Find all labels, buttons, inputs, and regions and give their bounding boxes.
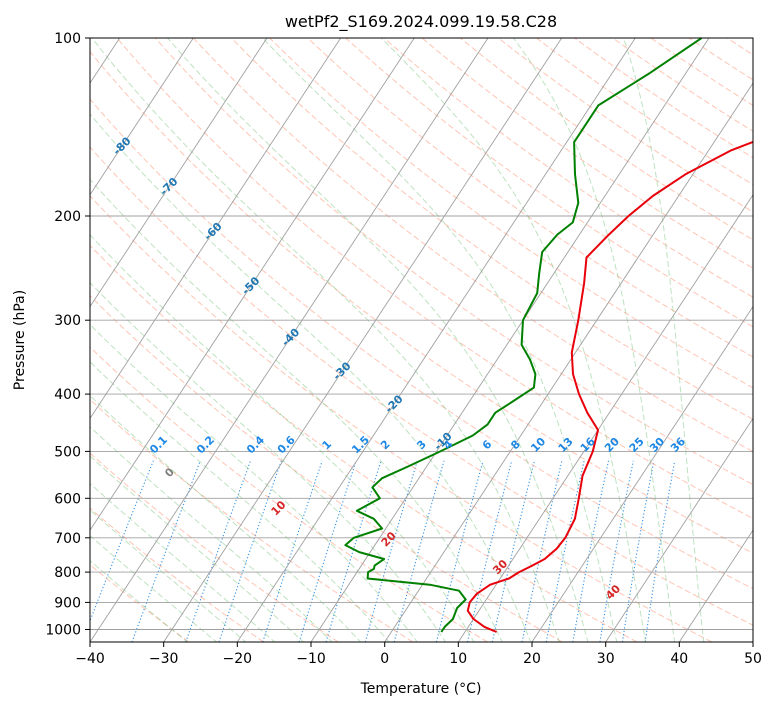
moist-adiabat-line: [90, 509, 247, 642]
moist-adiabat-line: [90, 534, 218, 642]
dry-adiabat-line: [383, 38, 753, 298]
mixing-ratio-line: [491, 460, 536, 642]
dry-adiabat-line: [90, 98, 753, 590]
x-tick-label: 0: [380, 651, 389, 667]
x-axis-label: Temperature (°C): [360, 681, 482, 697]
background-lines: [90, 38, 753, 642]
y-tick-label: 800: [54, 565, 81, 581]
moist-adiabat-line: [90, 426, 333, 642]
y-tick-label: 600: [54, 491, 81, 507]
isotherm-line: [163, 38, 563, 642]
isotherm-line: [457, 193, 753, 642]
isotherm-line: [236, 38, 636, 642]
isotherm-line: [310, 38, 710, 642]
mixing-ratio-line: [572, 460, 610, 642]
dry-adiabat-line: [90, 295, 563, 642]
x-tick-label: 40: [670, 651, 688, 667]
dry-adiabat-line: [345, 38, 753, 328]
x-tick-label: −20: [223, 651, 253, 667]
dry-adiabat-line: [536, 38, 753, 186]
x-tick-label: 50: [744, 651, 762, 667]
isotherm-line: [90, 38, 342, 420]
mixing-ratio-line: [521, 460, 563, 642]
mixing-ratio-line: [393, 460, 445, 642]
y-tick-label: 500: [54, 444, 81, 460]
y-tick-label: 400: [54, 387, 81, 403]
isotherm-line: [384, 82, 753, 642]
x-tick-label: −30: [149, 651, 179, 667]
dry-adiabat-line: [90, 50, 753, 554]
dry-adiabat-line: [574, 38, 753, 159]
moist-adiabat-line: [90, 178, 503, 642]
temperature-profile-line: [466, 140, 753, 633]
mixing-ratio-line: [262, 460, 323, 642]
dewpoint-profile-line: [344, 38, 703, 633]
mixing-ratio-line: [435, 460, 484, 642]
moist-adiabat-line: [90, 455, 305, 642]
y-tick-label: 300: [54, 313, 81, 329]
moist-adiabat-line: [512, 38, 676, 642]
y-axis-label: Pressure (hPa): [12, 290, 28, 390]
mixing-ratio-line: [218, 460, 282, 642]
isotherm-line: [531, 305, 753, 642]
dry-adiabat-line: [421, 38, 753, 269]
isotherm-line: [605, 417, 753, 642]
moist-adiabat-line: [166, 38, 589, 642]
isotherm-line: [678, 529, 753, 642]
x-tick-label: 20: [523, 651, 541, 667]
moist-adiabat-line: [90, 113, 532, 642]
mixing-ratio-line: [325, 460, 382, 642]
mixing-ratio-line: [364, 460, 418, 642]
dry-adiabat-line: [90, 195, 712, 642]
y-tick-label: 200: [54, 209, 81, 225]
dry-adiabat-line: [116, 38, 753, 520]
y-tick-label: 700: [54, 531, 81, 547]
mixing-ratio-line: [185, 460, 252, 642]
x-tick-label: 10: [449, 651, 467, 667]
x-tick-label: −10: [296, 651, 326, 667]
chart-title: wetPf2_S169.2024.099.19.58.C28: [285, 12, 557, 32]
x-tick-label: −40: [75, 651, 105, 667]
moist-adiabat-line: [90, 234, 475, 642]
dry-adiabat-line: [192, 38, 753, 453]
moist-adiabat-line: [380, 38, 647, 642]
mixing-ratio-line: [298, 460, 357, 642]
isotherm-line: [90, 38, 194, 196]
y-tick-label: 900: [54, 595, 81, 611]
y-tick-label: 1000: [45, 623, 81, 639]
y-tick-label: 100: [54, 31, 81, 47]
mixing-ratio-line: [599, 460, 634, 642]
dry-adiabat-line: [90, 398, 414, 642]
plot-frame: [89, 37, 754, 643]
y-axis: 100 200 300 400 500 600 700 800 900 1000: [45, 31, 90, 639]
isotherm-line: [90, 38, 415, 531]
plot-area: 0.1 0.2 0.4 0.6 1 1.5 2 3 4 6 8 10 13 16 20 25 30 3601020…: [90, 38, 753, 642]
dry-adiabat-line: [90, 452, 339, 642]
profile-lines: [344, 38, 753, 633]
x-tick-label: 30: [597, 651, 615, 667]
isotherm-line: [90, 38, 268, 308]
dry-adiabat-line: [90, 146, 753, 626]
dry-adiabat-line: [90, 244, 638, 642]
x-axis: −40 −30 −20 −10 0 10 20 30 40 50: [75, 642, 762, 667]
dry-adiabat-line: [90, 507, 264, 642]
mixing-ratio-line: [466, 460, 513, 642]
mixing-ratio-line: [621, 460, 655, 642]
moist-adiabat-line: [90, 482, 276, 642]
moist-adiabat-line: [90, 323, 418, 642]
dry-adiabat-line: [231, 38, 753, 420]
moist-adiabat-line: [623, 38, 705, 642]
moist-adiabat-line: [261, 38, 618, 642]
moist-adiabat-line: [90, 361, 390, 642]
isotherm-line: [90, 38, 489, 642]
